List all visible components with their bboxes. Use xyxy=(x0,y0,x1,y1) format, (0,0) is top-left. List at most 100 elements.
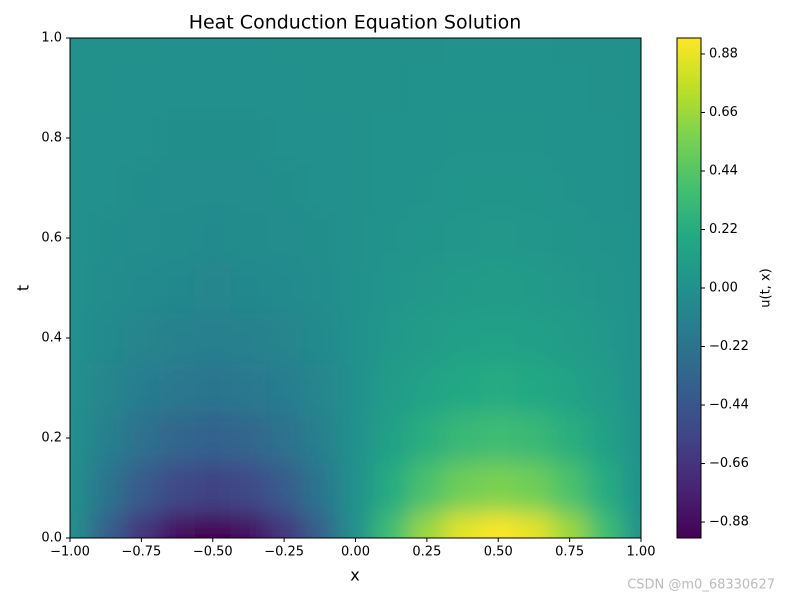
heatmap-cell xyxy=(87,463,125,514)
heatmap-cell xyxy=(587,163,624,214)
heatmap-cell xyxy=(337,463,374,514)
heatmap-cell xyxy=(159,513,196,538)
heatmap-cell xyxy=(194,463,232,514)
heatmap-cell xyxy=(70,413,89,464)
heatmap-cell xyxy=(123,163,160,214)
heatmap-cell xyxy=(373,213,410,264)
heatmap-cell xyxy=(444,163,481,214)
heatmap-cell xyxy=(480,513,517,538)
heatmap-cell xyxy=(623,513,641,538)
heatmap-cell xyxy=(301,463,339,514)
heatmap-cell xyxy=(230,513,267,538)
heatmap-cell xyxy=(551,413,588,464)
heatmap-cell xyxy=(87,413,125,464)
heatmap-cell xyxy=(159,38,196,64)
heatmap-cell xyxy=(70,63,89,114)
heatmap-cell xyxy=(266,463,303,514)
heatmap-cell xyxy=(70,463,89,514)
heatmap-cell xyxy=(516,213,553,264)
heatmap-cell xyxy=(194,313,232,364)
heatmap-cell xyxy=(516,313,553,364)
heatmap-cell xyxy=(444,463,481,514)
heatmap-cell xyxy=(301,38,339,64)
heatmap-cell xyxy=(123,213,160,264)
colorbar-tick-label: 0.88 xyxy=(709,46,738,61)
x-tick-label: −0.75 xyxy=(121,545,161,560)
heatmap-cell xyxy=(194,513,232,538)
heatmap-cell xyxy=(87,363,125,414)
heatmap-cell xyxy=(301,63,339,114)
heatmap-cell xyxy=(587,413,624,464)
x-tick-label: 0.50 xyxy=(484,545,513,560)
heatmap-cell xyxy=(266,163,303,214)
heatmap-cell xyxy=(123,513,160,538)
heatmap-cell xyxy=(409,363,446,414)
heatmap-cell xyxy=(373,463,410,514)
heatmap-cell xyxy=(551,38,588,64)
heatmap-cell xyxy=(194,213,232,264)
heatmap-cell xyxy=(123,463,160,514)
heatmap-cell xyxy=(159,213,196,264)
heatmap-cell xyxy=(480,213,517,264)
x-tick-label: −0.50 xyxy=(193,545,233,560)
heatmap-cell xyxy=(587,463,624,514)
heatmap-cell xyxy=(444,363,481,414)
heatmap-cell xyxy=(587,513,624,538)
heatmap-cell xyxy=(194,263,232,314)
heatmap-cell xyxy=(194,363,232,414)
heatmap-cell xyxy=(159,163,196,214)
heatmap-cell xyxy=(337,413,374,464)
y-tick-label: 0.6 xyxy=(41,231,62,246)
heatmap-cell xyxy=(337,313,374,364)
colorbar-tick-label: 0.22 xyxy=(709,222,738,237)
heatmap-cell xyxy=(444,63,481,114)
heatmap-cell xyxy=(70,363,89,414)
heatmap-cell xyxy=(480,463,517,514)
heatmap-cell xyxy=(516,163,553,214)
heatmap-cell xyxy=(123,263,160,314)
heatmap-cell xyxy=(159,413,196,464)
watermark: CSDN @m0_68330627 xyxy=(627,578,775,593)
heatmap-cell xyxy=(87,213,125,264)
heatmap-cell xyxy=(409,38,446,64)
heatmap-cell xyxy=(623,363,641,414)
heatmap-cell xyxy=(70,313,89,364)
x-tick-label: −0.25 xyxy=(264,545,304,560)
heatmap-cell xyxy=(301,113,339,164)
heatmap-cell xyxy=(337,513,374,538)
heatmap-cell xyxy=(230,163,267,214)
heatmap-cell xyxy=(159,63,196,114)
y-tick-label: 0.0 xyxy=(41,531,62,546)
heatmap-cell xyxy=(301,363,339,414)
heatmap-cell xyxy=(87,163,125,214)
heatmap-area xyxy=(70,38,641,538)
heatmap-cell xyxy=(480,263,517,314)
heatmap-cell xyxy=(373,513,410,538)
heatmap-cell xyxy=(409,313,446,364)
heatmap-cell xyxy=(230,113,267,164)
heatmap-cell xyxy=(551,363,588,414)
heatmap-cell xyxy=(623,113,641,164)
heatmap-cell xyxy=(230,263,267,314)
heatmap-cell xyxy=(337,63,374,114)
heatmap-cell xyxy=(373,263,410,314)
colorbar-label: u(t, x) xyxy=(759,268,774,307)
x-tick-label: 0.25 xyxy=(412,545,441,560)
heatmap-cell xyxy=(87,263,125,314)
heatmap-cell xyxy=(551,263,588,314)
heatmap-cell xyxy=(266,38,303,64)
colorbar xyxy=(676,37,702,539)
heatmap-cell xyxy=(623,313,641,364)
heatmap-cell xyxy=(266,213,303,264)
heatmap-cell xyxy=(266,413,303,464)
heatmap-cell xyxy=(87,313,125,364)
heatmap-cell xyxy=(409,263,446,314)
heatmap-cell xyxy=(480,113,517,164)
heatmap-cell xyxy=(70,263,89,314)
heatmap-cell xyxy=(444,113,481,164)
y-tick-label: 0.8 xyxy=(41,131,62,146)
heatmap-cell xyxy=(444,213,481,264)
heatmap-cell xyxy=(230,413,267,464)
heatmap-cell xyxy=(587,213,624,264)
heatmap-cell xyxy=(480,38,517,64)
